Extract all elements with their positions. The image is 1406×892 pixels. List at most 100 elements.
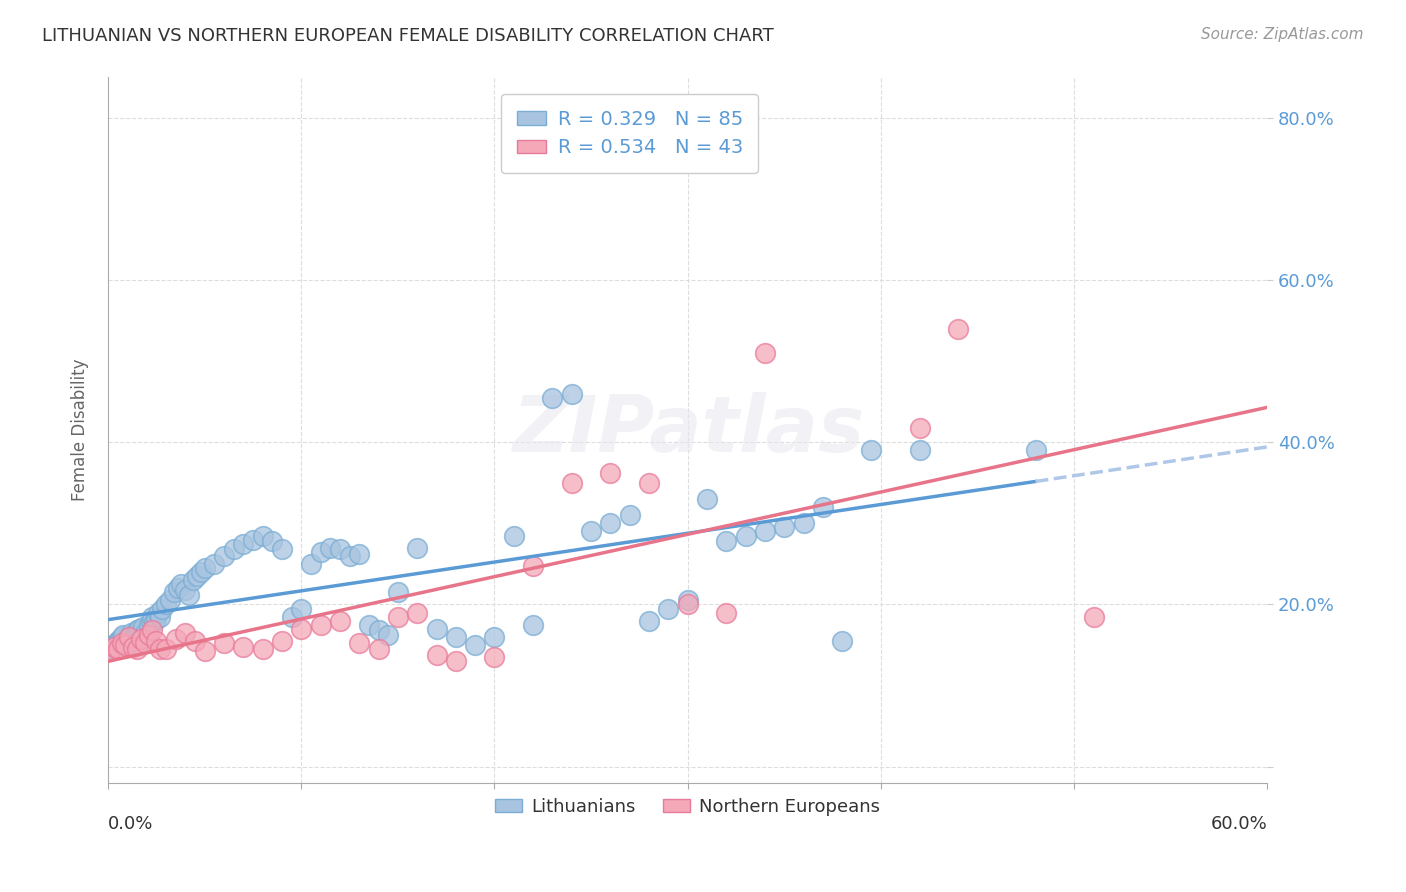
Point xyxy=(148,606,170,620)
Point xyxy=(290,622,312,636)
Point xyxy=(149,642,172,657)
Point xyxy=(908,420,931,434)
Point xyxy=(387,585,409,599)
Point xyxy=(339,549,361,563)
Point xyxy=(190,565,212,579)
Point xyxy=(425,648,447,662)
Point xyxy=(184,634,207,648)
Point xyxy=(120,625,142,640)
Point xyxy=(232,640,254,654)
Point xyxy=(155,642,177,657)
Text: LITHUANIAN VS NORTHERN EUROPEAN FEMALE DISABILITY CORRELATION CHART: LITHUANIAN VS NORTHERN EUROPEAN FEMALE D… xyxy=(42,27,773,45)
Point xyxy=(444,630,467,644)
Point xyxy=(329,614,352,628)
Point xyxy=(619,508,641,523)
Point xyxy=(502,528,524,542)
Point xyxy=(387,609,409,624)
Point xyxy=(811,500,834,515)
Point xyxy=(101,640,124,654)
Point xyxy=(831,634,853,648)
Point xyxy=(309,545,332,559)
Point xyxy=(561,386,583,401)
Point xyxy=(134,636,156,650)
Point xyxy=(444,654,467,668)
Point xyxy=(754,346,776,360)
Point xyxy=(150,601,173,615)
Point xyxy=(181,573,204,587)
Point xyxy=(118,630,141,644)
Point xyxy=(541,391,564,405)
Point xyxy=(107,634,129,648)
Point xyxy=(165,632,187,646)
Point xyxy=(367,624,389,638)
Point xyxy=(464,638,486,652)
Point xyxy=(98,644,121,658)
Point xyxy=(522,617,544,632)
Point xyxy=(329,542,352,557)
Point xyxy=(599,466,621,480)
Point xyxy=(367,642,389,657)
Point xyxy=(170,577,193,591)
Point xyxy=(676,593,699,607)
Point xyxy=(252,642,274,657)
Point xyxy=(103,638,125,652)
Point xyxy=(129,632,152,646)
Y-axis label: Female Disability: Female Disability xyxy=(72,359,89,501)
Point xyxy=(948,322,970,336)
Point xyxy=(299,557,322,571)
Point xyxy=(599,516,621,531)
Point xyxy=(212,549,235,563)
Point xyxy=(484,650,506,665)
Point xyxy=(122,640,145,654)
Point xyxy=(1025,443,1047,458)
Point xyxy=(138,628,160,642)
Point xyxy=(676,598,699,612)
Point xyxy=(129,632,152,646)
Point xyxy=(143,615,166,630)
Point xyxy=(860,443,883,458)
Point xyxy=(908,443,931,458)
Point xyxy=(138,617,160,632)
Point xyxy=(347,547,370,561)
Point xyxy=(174,582,197,597)
Point xyxy=(734,528,756,542)
Point xyxy=(484,630,506,644)
Point xyxy=(155,598,177,612)
Point xyxy=(125,624,148,638)
Point xyxy=(406,606,429,620)
Point xyxy=(716,606,738,620)
Text: Source: ZipAtlas.com: Source: ZipAtlas.com xyxy=(1201,27,1364,42)
Point xyxy=(98,642,121,657)
Point xyxy=(159,593,181,607)
Point xyxy=(132,620,155,634)
Point xyxy=(104,636,127,650)
Text: 60.0%: 60.0% xyxy=(1211,815,1267,833)
Point xyxy=(579,524,602,539)
Point xyxy=(561,475,583,490)
Point xyxy=(114,634,136,648)
Point xyxy=(1083,609,1105,624)
Point xyxy=(212,636,235,650)
Point xyxy=(242,533,264,547)
Point xyxy=(141,609,163,624)
Text: 0.0%: 0.0% xyxy=(108,815,153,833)
Point xyxy=(406,541,429,555)
Point xyxy=(174,625,197,640)
Point xyxy=(222,542,245,557)
Point xyxy=(110,636,132,650)
Point xyxy=(145,612,167,626)
Point xyxy=(638,475,661,490)
Point xyxy=(139,614,162,628)
Point xyxy=(117,640,139,654)
Legend: Lithuanians, Northern Europeans: Lithuanians, Northern Europeans xyxy=(488,790,887,823)
Text: ZIPatlas: ZIPatlas xyxy=(512,392,863,468)
Point xyxy=(149,609,172,624)
Point xyxy=(696,491,718,506)
Point xyxy=(716,534,738,549)
Point xyxy=(754,524,776,539)
Point xyxy=(141,624,163,638)
Point xyxy=(110,630,132,644)
Point xyxy=(252,528,274,542)
Point xyxy=(319,541,342,555)
Point xyxy=(347,636,370,650)
